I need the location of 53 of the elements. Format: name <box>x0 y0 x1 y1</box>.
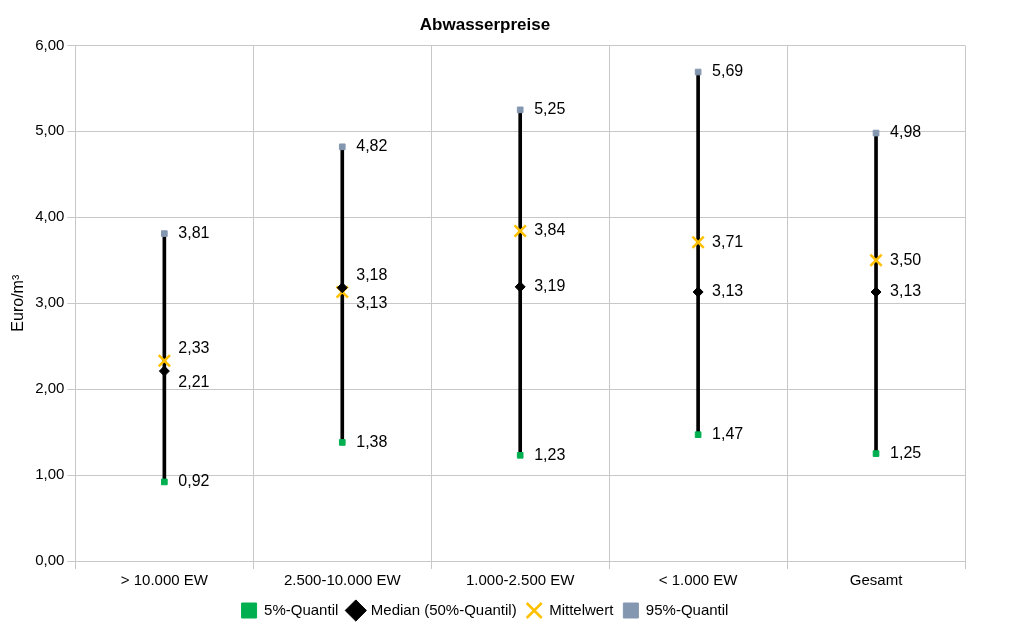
data-label: 5,69 <box>712 62 744 80</box>
x-tick-label: 2.500-10.000 EW <box>283 571 402 589</box>
y-tick-label: 0,00 <box>35 551 65 569</box>
x-tick-label: > 10.000 EW <box>120 571 209 589</box>
legend-label: 5%-Quantil <box>264 600 339 618</box>
point <box>869 253 883 268</box>
data-label: 0,92 <box>178 472 210 490</box>
data-label: 1,23 <box>534 445 566 463</box>
y-tick-label: 4,00 <box>35 207 65 225</box>
data-label: 4,98 <box>890 123 922 141</box>
data-label: 3,84 <box>534 221 566 239</box>
data-label: 2,21 <box>178 373 210 391</box>
legend-label: 95%-Quantil <box>645 600 729 618</box>
y-axis-title: Euro/m³ <box>9 274 27 332</box>
chart-title: Abwasserpreise <box>419 14 551 34</box>
y-tick-label: 5,00 <box>35 121 65 139</box>
x-tick-label: < 1.000 EW <box>658 571 739 589</box>
data-label: 3,19 <box>534 277 566 295</box>
point <box>338 439 346 446</box>
y-tick-label: 6,00 <box>35 35 65 53</box>
y-tick-label: 2,00 <box>35 379 65 397</box>
data-label: 4,82 <box>356 137 388 155</box>
point <box>513 224 528 238</box>
legend-label: Mittelwert <box>549 600 615 618</box>
data-label: 3,13 <box>712 282 744 300</box>
data-label: 2,33 <box>178 339 210 357</box>
x-tick-label: Gesamt <box>849 571 904 589</box>
point <box>516 451 524 459</box>
point <box>161 230 168 237</box>
y-tick-label: 3,00 <box>35 293 65 311</box>
point <box>157 353 172 368</box>
data-label: 3,81 <box>178 224 210 241</box>
legend-label: Median (50%-Quantil) <box>370 600 517 618</box>
y-tick-label: 1,00 <box>35 465 65 483</box>
data-label: 1,25 <box>890 443 922 461</box>
data-label: 1,47 <box>712 425 744 443</box>
point <box>694 68 702 76</box>
x-tick-label: 1.000-2.500 EW <box>465 571 576 589</box>
data-label: 3,13 <box>356 294 388 312</box>
data-label: 3,50 <box>890 250 922 268</box>
data-label: 5,25 <box>534 100 566 118</box>
point <box>691 235 706 250</box>
data-label: 1,38 <box>356 432 388 450</box>
point <box>872 129 880 137</box>
data-label: 3,13 <box>890 282 922 300</box>
point <box>516 106 524 114</box>
point <box>161 478 168 486</box>
point <box>694 431 702 439</box>
point <box>338 143 346 151</box>
point <box>335 285 350 299</box>
data-label: 3,18 <box>356 266 388 284</box>
data-label: 3,71 <box>712 232 744 250</box>
point <box>872 450 880 457</box>
